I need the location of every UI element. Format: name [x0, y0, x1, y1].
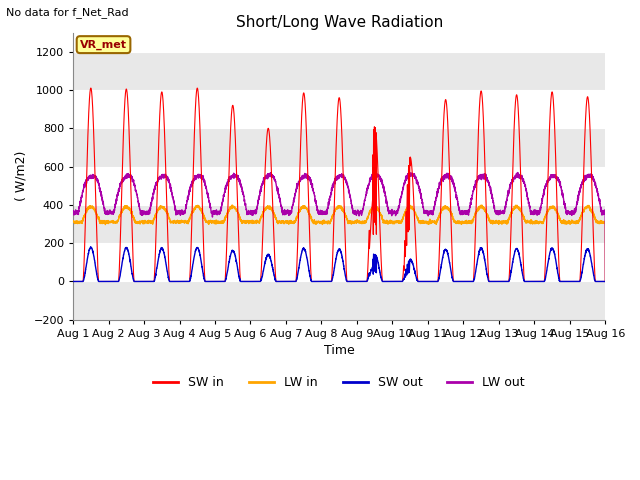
Title: Short/Long Wave Radiation: Short/Long Wave Radiation — [236, 15, 443, 30]
Bar — [73, 243, 605, 281]
Bar — [73, 52, 605, 90]
Bar — [73, 90, 605, 128]
Legend: SW in, LW in, SW out, LW out: SW in, LW in, SW out, LW out — [148, 371, 530, 394]
Y-axis label: ( W/m2): ( W/m2) — [15, 151, 28, 201]
Bar — [73, 281, 605, 320]
Bar — [73, 205, 605, 243]
X-axis label: Time: Time — [324, 344, 355, 357]
Bar — [73, 167, 605, 205]
Bar — [73, 128, 605, 167]
Text: VR_met: VR_met — [80, 39, 127, 50]
Text: No data for f_Net_Rad: No data for f_Net_Rad — [6, 7, 129, 18]
